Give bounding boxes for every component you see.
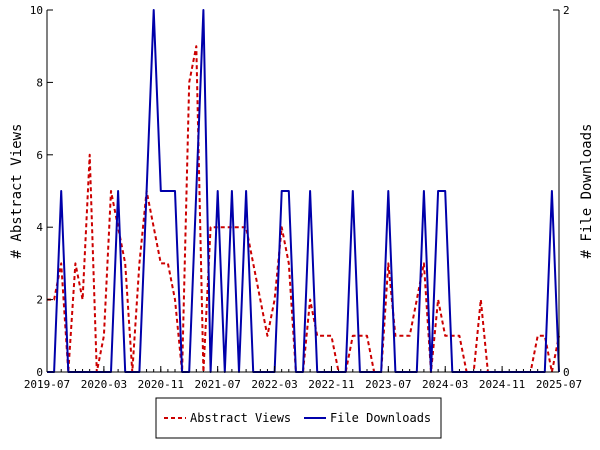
x-ticks: 2019-07 2020-03 2020-11 2021-07 2022-03 2022-… — [24, 366, 582, 391]
x-tick-label: 2021-07 — [194, 378, 240, 391]
x-tick-label: 2022-03 — [251, 378, 297, 391]
y-ticks: 0 2 4 6 8 10 — [30, 4, 53, 379]
x-tick-label: 2024-11 — [479, 378, 525, 391]
y-tick-label: 2 — [36, 294, 43, 307]
legend: Abstract Views File Downloads — [155, 397, 442, 439]
y-tick-label: 4 — [36, 221, 43, 234]
y-tick-label: 10 — [30, 4, 43, 17]
legend-label-abstract-views: Abstract Views — [190, 411, 291, 425]
y-tick-label: 6 — [36, 149, 43, 162]
x-tick-label: 2022-11 — [308, 378, 354, 391]
x-tick-label: 2025-07 — [536, 378, 582, 391]
y-tick-label: 8 — [36, 76, 43, 89]
y-tick-label: 0 — [36, 366, 43, 379]
y2-ticks: 02 — [553, 4, 570, 379]
x-tick-label: 2020-11 — [138, 378, 184, 391]
y2-axis-title: # File Downloads — [579, 124, 595, 259]
legend-label-file-downloads: File Downloads — [330, 411, 431, 425]
x-tick-label: 2023-07 — [365, 378, 411, 391]
legend-box — [155, 397, 442, 439]
y2-tick-label: 2 — [563, 4, 570, 17]
y2-tick-label: 0 — [563, 366, 570, 379]
x-tick-label: 2020-03 — [81, 378, 127, 391]
y-axis-title: # Abstract Views — [9, 124, 25, 259]
x-tick-label: 2024-03 — [422, 378, 468, 391]
plot-area — [47, 10, 559, 372]
x-tick-label: 2019-07 — [24, 378, 70, 391]
